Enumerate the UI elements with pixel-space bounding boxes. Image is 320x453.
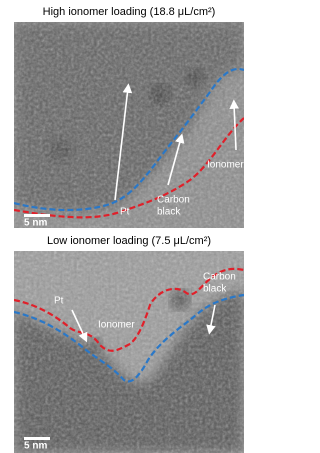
panel-title: High ionomer loading (18.8 μL/cm²) (43, 6, 216, 18)
pt-label: Pt (120, 207, 130, 218)
tem-image: Pt Ionomer Carbon black 5 nm (14, 251, 244, 453)
pt-label: Pt (54, 296, 64, 307)
ionomer-label: Ionomer (98, 320, 135, 331)
carbon-label: black (203, 284, 227, 295)
scale-bar (24, 437, 50, 440)
scale-label: 5 nm (24, 441, 47, 452)
carbon-label: Carbon (157, 195, 190, 206)
scale-bar (24, 214, 50, 217)
ionomer-label: Ionomer (207, 160, 244, 171)
carbon-label: Carbon (203, 272, 236, 283)
panel-title: Low ionomer loading (7.5 μL/cm²) (47, 235, 211, 247)
figure: High ionomer loading (18.8 μL/cm²) Pt Ca… (0, 0, 244, 453)
scale-label: 5 nm (24, 218, 47, 229)
carbon-label: black (157, 207, 181, 218)
tem-image: Pt Carbon black Ionomer 5 nm (14, 22, 244, 229)
